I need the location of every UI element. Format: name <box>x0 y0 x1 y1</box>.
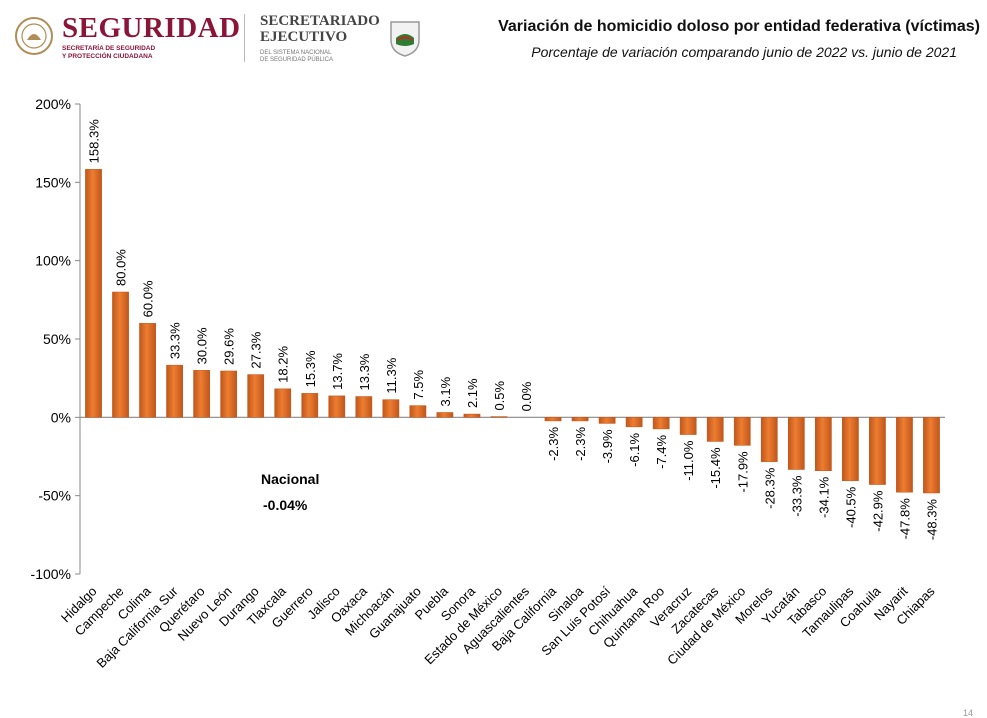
data-label: 11.3% <box>384 357 399 393</box>
bar <box>85 169 102 418</box>
data-label: -7.4% <box>654 434 669 468</box>
y-tick-label: 50% <box>43 331 71 347</box>
bar <box>382 399 400 418</box>
bar <box>355 396 373 418</box>
data-label: -48.3% <box>924 499 939 541</box>
data-label: 80.0% <box>114 249 129 286</box>
nacional-value: -0.04% <box>263 497 308 513</box>
data-label: -6.1% <box>627 432 642 466</box>
bar <box>544 417 562 422</box>
bar <box>787 417 805 470</box>
data-label: 13.3% <box>357 353 372 390</box>
data-label: 0.0% <box>519 381 534 411</box>
y-tick-label: 200% <box>35 96 71 112</box>
bar <box>923 417 940 494</box>
bar <box>220 370 238 418</box>
header-divider <box>244 14 245 62</box>
header: SEGURIDAD SECRETARÍA DE SEGURIDAD Y PROT… <box>0 0 987 80</box>
bar <box>112 291 129 418</box>
data-label: 2.1% <box>465 378 480 408</box>
bar <box>139 323 156 418</box>
shield-icon <box>390 21 420 57</box>
y-tick-label: -100% <box>31 566 71 582</box>
national-seal-icon <box>15 17 53 55</box>
bar <box>815 417 832 472</box>
data-label: -11.0% <box>681 440 696 481</box>
page-number: 14 <box>963 708 974 718</box>
data-label: -2.3% <box>546 427 561 461</box>
bar <box>193 370 210 418</box>
bar <box>706 417 724 442</box>
data-label: 27.3% <box>249 331 264 368</box>
data-label: -28.3% <box>762 467 777 509</box>
data-label: 13.7% <box>330 353 345 390</box>
bar <box>301 393 319 418</box>
data-label: -15.4% <box>708 447 723 489</box>
bar <box>274 388 292 418</box>
bar <box>733 417 751 446</box>
bar <box>896 417 913 493</box>
bar-chart: -100% -50% 0% 50% 100% 150% 200% 158.3% 80.0% 60… <box>31 96 945 671</box>
bar <box>409 405 427 418</box>
data-label: 7.5% <box>411 370 426 400</box>
data-label: 15.3% <box>303 350 318 387</box>
bar <box>869 417 886 485</box>
data-label: 30.0% <box>195 327 210 364</box>
bar <box>679 417 697 435</box>
data-labels: 158.3% 80.0% 60.0% 33.3% 30.0% 29.6% 27.3% 18.2… <box>87 119 940 540</box>
bar <box>760 417 778 462</box>
data-label: 29.6% <box>222 328 237 365</box>
brand-primary: SEGURIDAD <box>62 12 241 44</box>
chart-subtitle: Porcentaje de variación comparando junio… <box>531 44 957 60</box>
data-label: 3.1% <box>438 376 453 406</box>
data-label: 158.3% <box>87 119 102 164</box>
bar <box>490 416 508 418</box>
bar <box>463 413 481 418</box>
brand-primary-sub: SECRETARÍA DE SEGURIDAD Y PROTECCIÓN CIU… <box>62 45 156 60</box>
bar <box>166 364 183 418</box>
bar <box>328 395 346 418</box>
y-tick-label: -50% <box>38 488 71 504</box>
y-tick-label: 0% <box>51 409 71 425</box>
data-label: 0.5% <box>492 380 507 410</box>
data-label: -17.9% <box>735 451 750 493</box>
data-label: -3.9% <box>600 429 615 463</box>
bar <box>571 417 589 422</box>
data-label: -42.9% <box>870 490 885 532</box>
chart-title: Variación de homicidio doloso por entida… <box>498 18 980 35</box>
bar <box>842 417 859 482</box>
bar <box>247 374 265 418</box>
data-label: 33.3% <box>168 322 183 359</box>
bar <box>625 417 643 428</box>
data-label: -40.5% <box>843 486 858 528</box>
data-label: -33.3% <box>789 475 804 517</box>
bar <box>436 412 454 418</box>
data-label: 60.0% <box>141 280 156 317</box>
bars <box>85 169 940 494</box>
data-label: -2.3% <box>573 427 588 461</box>
brand-secondary: SECRETARIADO EJECUTIVO <box>260 13 380 45</box>
bar <box>598 417 616 424</box>
bar <box>652 417 670 430</box>
data-label: 18.2% <box>276 346 291 383</box>
y-tick-label: 100% <box>35 253 71 269</box>
y-tick-label: 150% <box>35 174 71 190</box>
nacional-label: Nacional <box>261 471 320 487</box>
data-label: -34.1% <box>816 476 831 518</box>
data-label: -47.8% <box>897 498 912 540</box>
brand-secondary-sub: DEL SISTEMA NACIONAL DE SEGURIDAD PÚBLIC… <box>260 50 334 63</box>
